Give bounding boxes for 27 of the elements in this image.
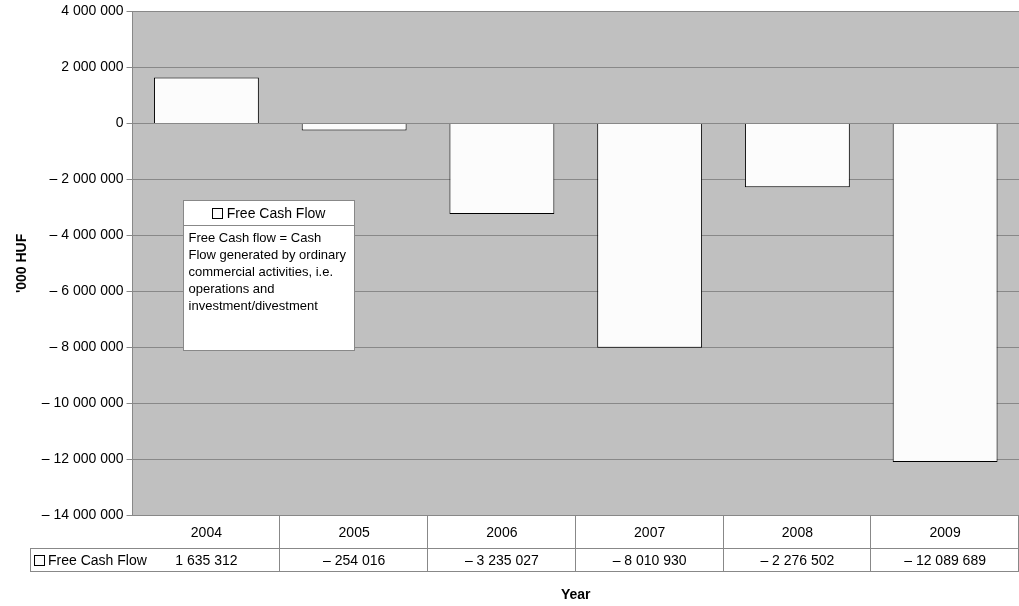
x-tick-label: 2009 bbox=[929, 523, 961, 540]
text: Free Cash Flow bbox=[48, 552, 147, 569]
y-tick-label: 0 bbox=[115, 114, 124, 131]
y-tick-label: – 10 000 000 bbox=[41, 394, 124, 411]
data-label: – 12 089 689 bbox=[903, 552, 987, 569]
annotation: Free Cash flow = Cash Flow generated by ordinary commercial activities, i.e. operations and investment/divestment bbox=[187, 229, 348, 316]
y-tick-label: 2 000 000 bbox=[61, 58, 124, 75]
y-tick-label: – 12 000 000 bbox=[41, 450, 124, 467]
data-label: – 254 016 bbox=[322, 552, 387, 569]
y-tick-label: – 2 000 000 bbox=[49, 170, 124, 187]
y-tick-label: – 8 000 000 bbox=[49, 338, 124, 355]
data-label: 1 635 312 bbox=[175, 552, 238, 569]
data-label: – 8 010 930 bbox=[611, 552, 688, 569]
x-tick-label: 2008 bbox=[781, 523, 814, 540]
legend-label: Free Cash Flow bbox=[183, 201, 354, 227]
y-tick-label: – 6 000 000 bbox=[49, 282, 124, 299]
x-axis-title: Year bbox=[560, 586, 592, 603]
x-tick-label: 2007 bbox=[634, 523, 666, 540]
y-tick-label: – 4 000 000 bbox=[49, 226, 124, 243]
y-tick-label: 4 000 000 bbox=[61, 2, 124, 19]
y-axis-title: '000 HUF bbox=[13, 233, 30, 294]
x-tick-label: 2004 bbox=[190, 523, 223, 540]
data-label: – 2 276 502 bbox=[759, 552, 836, 569]
x-tick-label: 2006 bbox=[486, 523, 518, 540]
data-label: – 3 235 027 bbox=[463, 552, 540, 569]
x-tick-label: 2005 bbox=[338, 523, 370, 540]
y-tick-label: – 14 000 000 bbox=[41, 506, 124, 523]
